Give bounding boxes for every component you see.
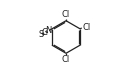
Text: S: S: [38, 30, 44, 39]
Text: N: N: [45, 26, 51, 35]
Text: Cl: Cl: [61, 10, 70, 19]
Text: C: C: [42, 28, 47, 37]
Text: Cl: Cl: [61, 55, 70, 64]
Text: Cl: Cl: [81, 23, 89, 32]
